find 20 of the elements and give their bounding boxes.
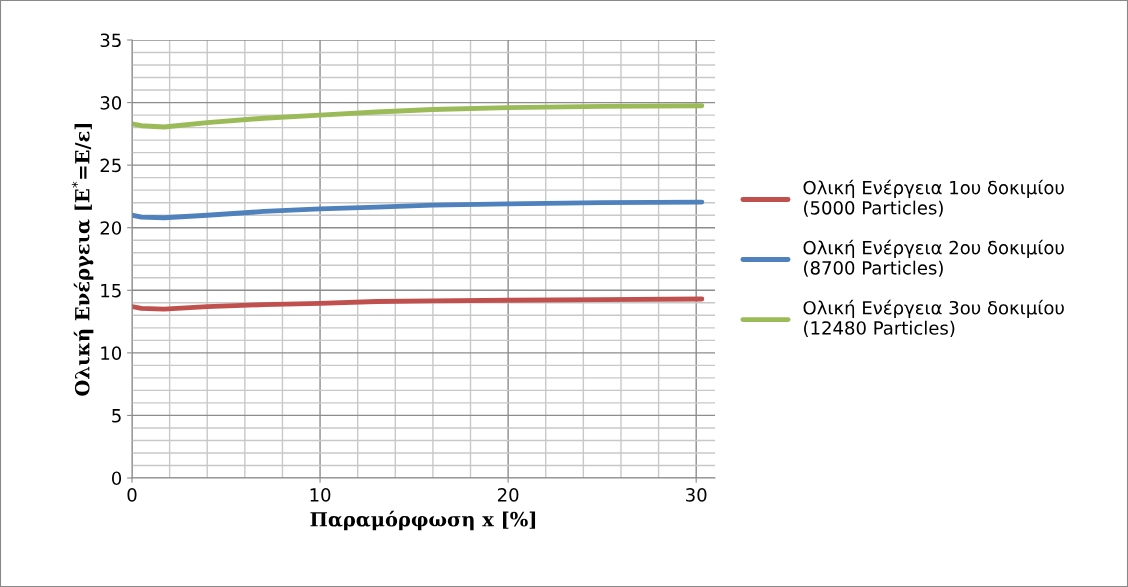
y-tick-label: 25 <box>100 158 121 173</box>
legend-label: Ολική Ενέργεια 2ου δοκιμίου (8700 Particles) <box>803 239 1064 277</box>
x-tick-label: 30 <box>686 488 707 502</box>
line-series <box>132 296 705 312</box>
x-axis-title: Παραμόρφωση x [%] <box>310 510 536 531</box>
y-tick-label: 0 <box>111 471 122 486</box>
x-tick-label: 0 <box>127 488 137 502</box>
y-tick-label: 30 <box>100 96 122 110</box>
x-tick-label: 20 <box>497 488 519 502</box>
y-tick-label: 15 <box>101 283 121 298</box>
y-tick-label: 10 <box>101 346 122 360</box>
y-tick-label: 5 <box>112 409 121 423</box>
y-axis-title: Ολική Ενέργεια [E$^{*}$=E/ε] <box>71 123 94 396</box>
line-series <box>132 103 705 130</box>
x-tick-label: 10 <box>310 488 331 502</box>
y-tick-label: 20 <box>100 221 122 235</box>
y-tick-label: 35 <box>100 33 121 48</box>
line-series <box>132 199 705 221</box>
legend-label: Ολική Ενέργεια 1ου δοκιμίου (5000 Particles) <box>803 179 1064 217</box>
legend-label: Ολική Ενέργεια 3ου δοκιμίου (12480 Particles) <box>803 299 1064 337</box>
